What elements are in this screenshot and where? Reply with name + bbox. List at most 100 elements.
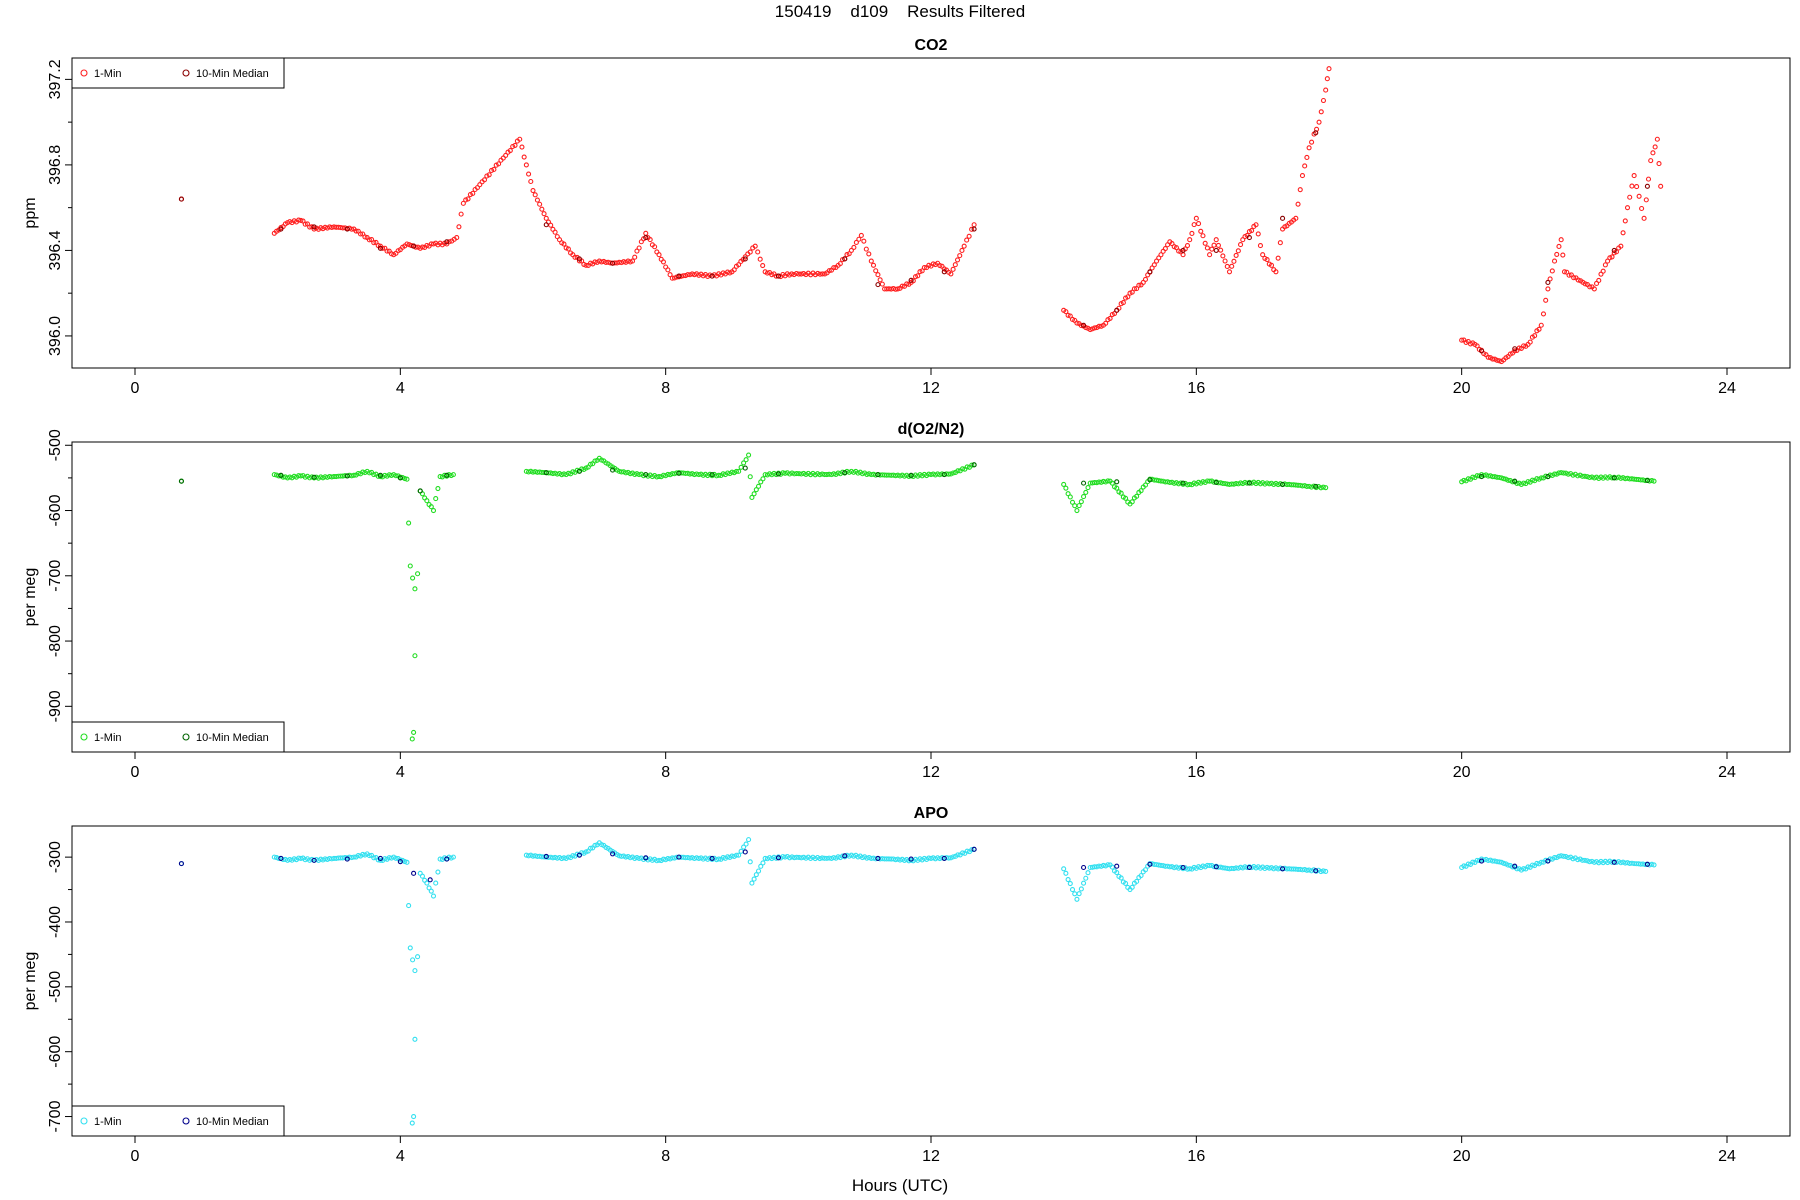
data-point-1min	[407, 945, 413, 951]
data-point-median	[941, 472, 947, 478]
data-point-median	[178, 196, 184, 202]
data-point-1min	[895, 286, 901, 292]
data-point-1min	[311, 226, 317, 232]
data-point-1min	[1534, 476, 1540, 482]
data-point-1min	[437, 474, 443, 480]
data-point-median	[742, 849, 748, 855]
data-point-1min	[1220, 253, 1226, 259]
data-point-1min	[435, 485, 441, 492]
data-point-1min	[848, 468, 854, 474]
data-point-1min	[868, 472, 874, 478]
data-point-1min	[1280, 226, 1286, 232]
data-point-1min	[1596, 277, 1602, 284]
data-point-1min	[955, 852, 961, 858]
data-point-1min	[1153, 862, 1160, 868]
data-point-1min	[1207, 863, 1213, 869]
data-point-1min	[1149, 861, 1155, 867]
data-point-1min	[454, 235, 460, 241]
data-point-1min	[1211, 242, 1217, 248]
data-point-1min	[1061, 481, 1067, 487]
data-point-median	[908, 856, 914, 862]
data-point-1min	[523, 162, 529, 168]
data-point-1min	[888, 856, 894, 862]
data-point-1min	[762, 855, 768, 861]
data-point-1min	[404, 241, 410, 247]
data-point-1min	[507, 147, 513, 154]
data-point-1min	[798, 855, 804, 861]
data-point-1min	[760, 263, 766, 269]
data-point-1min	[1582, 281, 1588, 287]
y-tick-label: -300	[47, 841, 64, 873]
y-tick-label: -700	[47, 1100, 64, 1132]
data-point-1min	[729, 269, 735, 275]
data-point-1min	[1202, 240, 1208, 246]
data-point-1min	[371, 240, 377, 246]
data-point-1min	[430, 893, 437, 899]
data-point-1min	[415, 954, 421, 960]
data-point-median	[676, 273, 682, 279]
x-tick-label: 8	[661, 380, 670, 397]
data-point-1min	[1551, 855, 1558, 861]
data-point-1min	[1575, 857, 1581, 863]
data-point-1min	[435, 869, 441, 875]
data-point-median	[1147, 861, 1153, 867]
data-point-1min	[875, 272, 881, 278]
data-point-1min	[643, 230, 649, 236]
data-point-1min	[587, 845, 594, 851]
data-point-1min	[377, 243, 383, 249]
data-point-1min	[928, 472, 934, 478]
data-point-median	[1147, 477, 1153, 483]
data-point-median	[941, 855, 947, 861]
data-point-1min	[1498, 475, 1505, 481]
data-point-1min	[1213, 237, 1219, 243]
data-point-1min	[789, 854, 795, 860]
data-point-median	[643, 235, 649, 241]
data-point-1min	[543, 215, 549, 221]
data-point-1min	[1127, 501, 1133, 507]
data-point-1min	[408, 243, 414, 249]
data-point-1min	[1072, 503, 1078, 509]
data-point-median	[875, 855, 881, 861]
data-point-1min	[1087, 480, 1093, 486]
data-point-1min	[1107, 478, 1113, 484]
data-point-1min	[1627, 194, 1633, 200]
data-point-1min	[969, 462, 975, 468]
data-point-1min	[738, 848, 744, 854]
data-point-1min	[1158, 862, 1164, 869]
data-point-median	[908, 277, 914, 283]
data-point-1min	[271, 230, 277, 236]
data-point-1min	[1120, 300, 1126, 306]
data-point-1min	[824, 472, 830, 478]
data-point-1min	[437, 856, 443, 862]
data-point-1min	[826, 471, 832, 477]
data-point-1min	[1605, 258, 1611, 264]
plot-frame	[71, 825, 1791, 1137]
data-point-1min	[1207, 478, 1213, 484]
data-point-median	[1545, 474, 1551, 480]
data-point-1min	[762, 472, 768, 478]
data-point-1min	[565, 246, 571, 252]
y-tick-label: -500	[47, 429, 64, 461]
data-point-1min	[716, 856, 722, 862]
data-point-1min	[627, 471, 633, 477]
data-point-1min	[285, 857, 291, 863]
legend-marker-median	[182, 733, 190, 741]
data-point-1min	[1324, 76, 1330, 82]
data-point-1min	[1512, 348, 1518, 354]
legend-marker-1min	[80, 733, 88, 741]
x-tick-label: 4	[396, 1148, 405, 1165]
data-point-1min	[1521, 343, 1527, 349]
data-point-1min	[1167, 864, 1173, 870]
data-point-1min	[1589, 858, 1595, 864]
data-point-1min	[671, 855, 678, 861]
data-point-1min	[966, 233, 972, 239]
data-point-1min	[1114, 485, 1120, 491]
data-point-median	[411, 243, 417, 249]
data-point-1min	[1591, 286, 1597, 292]
data-point-1min	[1566, 272, 1572, 278]
data-point-1min	[623, 470, 629, 476]
x-tick-label: 8	[661, 1148, 670, 1165]
data-point-1min	[915, 273, 921, 279]
data-point-1min	[587, 461, 594, 467]
data-point-1min	[853, 239, 859, 246]
